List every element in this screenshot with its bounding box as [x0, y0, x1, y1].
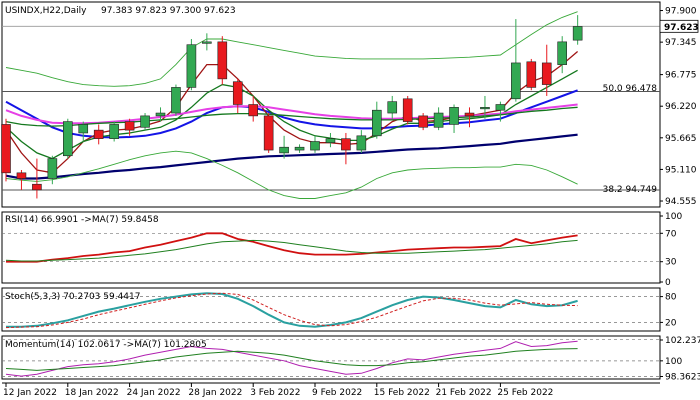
candle-body	[387, 101, 398, 114]
candle-body	[402, 98, 413, 122]
x-tick-label: 21 Feb 2022	[436, 388, 492, 398]
stoch-y-tick-label: 20	[665, 318, 677, 328]
y-tick-label: 97.900	[665, 7, 697, 17]
rsi-y-tick-label: 70	[665, 229, 677, 239]
rsi-y-tick-label: 30	[665, 258, 677, 268]
candle-body	[371, 109, 382, 137]
candle-body	[433, 112, 444, 128]
candle-body	[279, 146, 289, 154]
stoch-header: Stoch(5,3,3) 70.2703 59.4417	[5, 292, 140, 302]
y-tick-label: 95.110	[665, 165, 697, 175]
price-pane: USINDX,H22,Daily 97.383 97.823 97.300 97…	[1, 6, 660, 199]
candle-body	[1, 124, 11, 174]
rsi-y-tick-label: 0	[665, 278, 671, 288]
mom-y-tick-label: 102.2378	[665, 336, 700, 346]
candle-body	[93, 129, 104, 139]
candle-body	[109, 124, 119, 139]
candle-body	[480, 107, 490, 110]
candle-body	[263, 115, 274, 151]
price-indicator-line	[5, 106, 578, 127]
candle-body	[124, 121, 135, 131]
candle-body	[140, 115, 150, 128]
rsi-pane: RSI(14) 66.9901 ->MA(7) 59.8458	[2, 215, 660, 263]
x-tick-label: 18 Jan 2022	[65, 388, 119, 398]
price-indicator-line	[5, 150, 578, 199]
axes: 97.900 97.345 96.775 96.220 95.665 95.110 94.5…	[2, 7, 700, 398]
rsi-y-tick-label: 100	[665, 212, 682, 222]
candle-body	[526, 61, 537, 88]
mom-y-tick-label: 98.3623	[665, 372, 700, 382]
candle-body	[155, 112, 166, 117]
mom-frame	[1, 335, 661, 380]
chart-symbol-title: USINDX,H22,Daily	[5, 6, 87, 16]
momentum-header: Momentum(14) 102.0617 ->MA(7) 101.2805	[5, 340, 207, 350]
x-tick-label: 3 Feb 2022	[250, 388, 300, 398]
stoch-y-tick-label: 80	[665, 293, 677, 303]
rsi-series-line	[6, 232, 578, 263]
candle-body	[171, 87, 181, 114]
stoch-pane: Stoch(5,3,3) 70.2703 59.4417	[2, 292, 660, 329]
momentum-pane: Momentum(14) 102.0617 ->MA(7) 101.2805	[2, 339, 660, 377]
price-indicator-line	[5, 103, 578, 125]
candle-body	[310, 141, 320, 151]
x-tick-label: 24 Jan 2022	[127, 388, 181, 398]
ohlc-values: 97.383 97.823 97.300 97.623	[101, 6, 236, 16]
x-tick-label: 15 Feb 2022	[374, 388, 430, 398]
x-tick-label: 25 Feb 2022	[497, 388, 553, 398]
y-tick-label: 94.555	[665, 197, 697, 207]
x-tick-label: 9 Feb 2022	[312, 388, 362, 398]
candle-body	[32, 183, 42, 191]
stoch-series-line	[5, 292, 578, 329]
candle-body	[341, 138, 351, 151]
candle-body	[232, 81, 243, 105]
candle-body	[449, 107, 459, 125]
candle-body	[418, 115, 428, 128]
mom-y-tick-label: 100	[665, 357, 682, 367]
mom-series-line	[5, 340, 578, 377]
main-frame	[1, 1, 661, 208]
candle-body	[47, 158, 58, 179]
x-tick-label: 28 Jan 2022	[188, 388, 242, 398]
candle-body	[217, 41, 228, 80]
rsi-frame	[1, 211, 661, 284]
candle-body	[557, 41, 568, 65]
candle-body	[511, 62, 521, 100]
candle-body	[356, 135, 367, 151]
rsi-header: RSI(14) 66.9901 ->MA(7) 59.8458	[5, 215, 159, 225]
candle-body	[294, 146, 305, 151]
y-tick-label: 97.345	[665, 38, 697, 48]
candle-body	[16, 172, 27, 179]
price-indicator-line	[5, 11, 578, 87]
candle-body	[62, 121, 73, 157]
x-tick-label: 12 Jan 2022	[3, 388, 57, 398]
candle-body	[541, 62, 552, 85]
candle-body	[248, 104, 258, 117]
current-price-tag	[659, 19, 699, 33]
y-tick-label: 95.665	[665, 134, 697, 144]
fib-label-50: 50.0 96.478	[603, 84, 658, 94]
y-tick-label: 96.775	[665, 71, 697, 81]
current-price-value: 97.623	[664, 23, 699, 33]
pane-frames	[1, 1, 661, 380]
candle-body	[325, 138, 336, 143]
y-tick-label: 96.220	[665, 102, 697, 112]
candle-body	[202, 41, 212, 44]
rsi-series-line	[5, 239, 578, 262]
stoch-frame	[1, 287, 661, 332]
candle-body	[464, 112, 475, 117]
fib-label-382: 38.2 94.749	[603, 185, 658, 195]
candle-body	[495, 104, 506, 111]
candle-body	[572, 26, 583, 41]
mom-series-line	[5, 348, 578, 371]
candle-body	[186, 44, 197, 88]
price-indicator-line	[5, 133, 578, 180]
stoch-series-line	[6, 292, 578, 328]
candle-body	[78, 124, 89, 134]
